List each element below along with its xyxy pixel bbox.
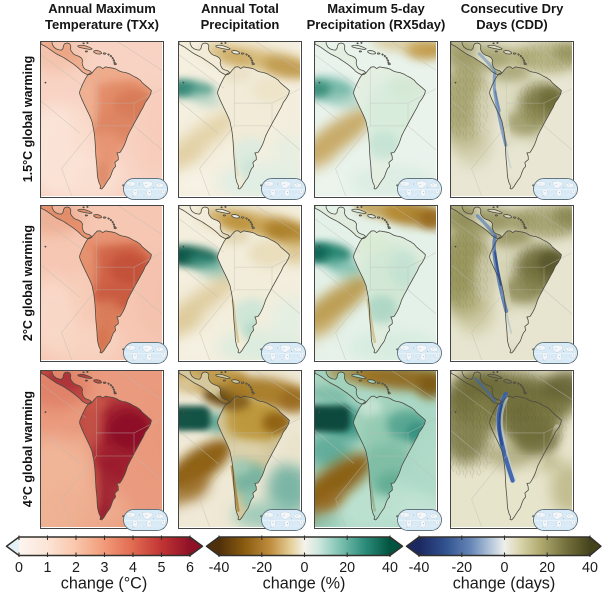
svg-text:3: 3	[101, 560, 109, 576]
svg-text:change (%): change (%)	[263, 575, 346, 593]
svg-text:-20: -20	[251, 560, 272, 576]
svg-text:change (days): change (days)	[453, 575, 556, 593]
svg-text:6: 6	[186, 560, 194, 576]
svg-text:0: 0	[15, 560, 23, 576]
svg-text:20: 20	[539, 560, 555, 576]
svg-text:0: 0	[501, 560, 509, 576]
svg-text:-40: -40	[209, 560, 230, 576]
svg-text:0: 0	[301, 560, 309, 576]
svg-text:40: 40	[582, 560, 598, 576]
svg-text:-20: -20	[451, 560, 472, 576]
svg-text:40: 40	[382, 560, 398, 576]
svg-text:1: 1	[44, 560, 52, 576]
svg-text:5: 5	[158, 560, 166, 576]
svg-text:2: 2	[72, 560, 80, 576]
svg-text:-40: -40	[409, 560, 430, 576]
svg-text:4: 4	[129, 560, 137, 576]
svg-text:change (°C): change (°C)	[61, 575, 148, 593]
svg-text:20: 20	[339, 560, 355, 576]
